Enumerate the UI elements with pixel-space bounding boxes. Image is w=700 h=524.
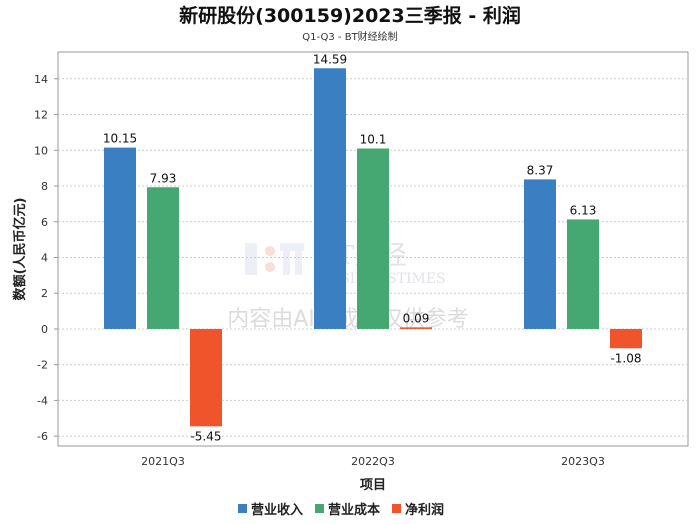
bar-营业收入-2022Q3 — [314, 68, 346, 329]
legend: 营业收入 营业成本 净利润 — [238, 502, 444, 518]
bar-营业收入-2023Q3 — [524, 179, 556, 329]
legend-swatch — [238, 504, 247, 513]
data-label: 10.1 — [360, 132, 387, 146]
bar-净利润-2022Q3 — [400, 327, 432, 329]
y-tick-label: 14 — [34, 73, 48, 86]
y-tick-label: 6 — [41, 216, 48, 229]
legend-item: 营业成本 — [328, 502, 380, 518]
y-tick-label: -4 — [37, 394, 48, 407]
bar-净利润-2021Q3 — [190, 328, 222, 427]
data-label: -5.45 — [190, 429, 221, 443]
bar-净利润-2023Q3 — [610, 328, 642, 349]
data-label: -1.08 — [610, 351, 641, 365]
y-tick-label: 0 — [41, 323, 48, 336]
y-tick-label: 12 — [34, 109, 48, 122]
legend-swatch — [315, 504, 324, 513]
y-tick-label: 2 — [41, 287, 48, 300]
plot-area — [57, 51, 689, 447]
bar-营业收入-2021Q3 — [104, 147, 136, 329]
y-tick-label: -2 — [37, 359, 48, 372]
legend-swatch — [392, 504, 401, 513]
data-label: 14.59 — [313, 52, 347, 66]
bar-营业成本-2021Q3 — [147, 187, 179, 329]
bar-营业成本-2023Q3 — [567, 219, 599, 329]
x-tick-label: 2021Q3 — [141, 455, 185, 468]
watermark: BT财经 BUSINESSTIMES 内容由AI生成，仅供参考 — [227, 241, 469, 332]
data-label: 6.13 — [570, 203, 597, 217]
chart-title: 新研股份(300159)2023三季报 - 利润 — [179, 4, 521, 27]
chart-subtitle: Q1-Q3 - BT财经绘制 — [302, 30, 397, 43]
data-label: 8.37 — [527, 163, 554, 177]
x-tick-label: 2023Q3 — [561, 455, 605, 468]
bar-营业成本-2022Q3 — [357, 148, 389, 329]
legend-item: 净利润 — [405, 502, 444, 518]
legend-item: 营业收入 — [251, 502, 303, 518]
y-axis-label: 数额(人民币亿元) — [12, 198, 28, 301]
y-tick-label: -6 — [37, 430, 48, 443]
x-axis-label: 项目 — [360, 478, 386, 493]
y-tick-label: 4 — [41, 251, 48, 264]
y-tick-label: 8 — [41, 180, 48, 193]
data-label: 7.93 — [150, 171, 177, 185]
x-tick-label: 2022Q3 — [351, 455, 395, 468]
data-label: 0.09 — [403, 311, 430, 325]
data-label: 10.15 — [103, 132, 137, 146]
y-tick-label: 10 — [34, 144, 48, 157]
watermark-notice: 内容由AI生成，仅供参考 — [227, 307, 469, 332]
